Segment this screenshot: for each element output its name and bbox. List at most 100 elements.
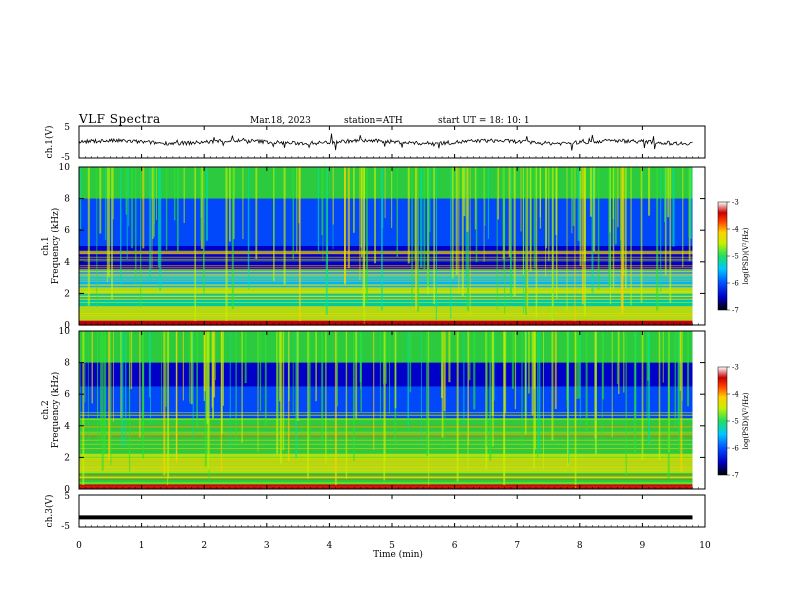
sferic-burst bbox=[576, 331, 579, 399]
spectrogram-line bbox=[79, 425, 693, 427]
sferic-burst bbox=[448, 331, 451, 383]
sferic-burst bbox=[391, 167, 393, 228]
spectrogram-line bbox=[79, 315, 693, 317]
sferic-burst bbox=[140, 167, 142, 308]
sferic-burst bbox=[355, 331, 358, 419]
sferic-burst bbox=[359, 167, 361, 280]
sferic-burst bbox=[646, 331, 648, 422]
sferic-burst bbox=[513, 167, 516, 297]
sferic-burst bbox=[616, 331, 619, 385]
date-label: Mar.18, 2023 bbox=[250, 116, 311, 126]
sferic-burst bbox=[554, 331, 557, 410]
sferic-burst bbox=[151, 167, 153, 269]
sferic-burst bbox=[255, 167, 258, 260]
sferic-burst bbox=[259, 331, 262, 412]
sferic-burst bbox=[373, 331, 375, 450]
sferic-burst bbox=[543, 331, 544, 470]
sferic-burst bbox=[435, 167, 438, 320]
sferic-burst bbox=[159, 167, 162, 291]
sferic-burst bbox=[361, 167, 363, 258]
spectrogram-line bbox=[79, 478, 693, 480]
ch2-colorbar: -3 -4 -5 -6 -7 log(PSD)(V²/Hz) bbox=[717, 364, 750, 480]
spectrogram-line bbox=[79, 252, 693, 253]
spectrogram-line bbox=[79, 460, 693, 461]
sferic-burst bbox=[108, 331, 111, 460]
spectrogram-line bbox=[79, 265, 693, 267]
sferic-burst bbox=[427, 167, 430, 287]
ch1-spectrogram-plot bbox=[78, 166, 706, 326]
sferic-burst bbox=[597, 167, 600, 290]
sferic-burst bbox=[578, 331, 581, 399]
sferic-burst bbox=[407, 167, 410, 264]
sferic-burst bbox=[325, 331, 327, 464]
sferic-burst bbox=[225, 167, 228, 321]
sferic-burst bbox=[128, 167, 130, 227]
sferic-burst bbox=[142, 331, 145, 459]
sferic-burst bbox=[296, 167, 298, 253]
sferic-burst bbox=[526, 167, 529, 313]
sferic-burst bbox=[321, 167, 324, 236]
sferic-burst bbox=[468, 331, 471, 381]
sferic-burst bbox=[192, 331, 194, 438]
colorbar-tick-label: -4 bbox=[732, 391, 739, 399]
sferic-burst bbox=[131, 167, 133, 249]
spectrogram-line bbox=[79, 453, 693, 455]
sferic-burst bbox=[583, 167, 586, 262]
sferic-burst bbox=[120, 331, 122, 419]
spectrogram-line bbox=[79, 274, 693, 275]
spectrogram-line bbox=[79, 454, 693, 456]
sferic-burst bbox=[153, 167, 155, 225]
sferic-burst bbox=[189, 331, 191, 403]
spectrogram-line bbox=[79, 295, 693, 297]
sferic-burst bbox=[315, 331, 317, 402]
sferic-burst bbox=[423, 167, 426, 271]
sferic-burst bbox=[574, 331, 576, 427]
ch2-spectrogram-plot bbox=[78, 330, 706, 490]
sferic-burst bbox=[581, 167, 584, 305]
spectrogram-band bbox=[79, 167, 693, 199]
sferic-burst bbox=[128, 331, 131, 472]
sferic-burst bbox=[157, 167, 160, 268]
spectrogram-line bbox=[79, 433, 693, 435]
sferic-burst bbox=[514, 331, 517, 410]
sferic-burst bbox=[537, 331, 539, 458]
spectrogram-line bbox=[79, 291, 693, 292]
sferic-burst bbox=[222, 331, 224, 406]
sferic-burst bbox=[167, 331, 169, 486]
spectrogram-line bbox=[79, 478, 693, 480]
x-tick-label: 7 bbox=[514, 541, 520, 551]
sferic-burst bbox=[688, 167, 691, 238]
sferic-burst bbox=[345, 331, 348, 479]
sferic-burst bbox=[555, 167, 558, 235]
sferic-burst bbox=[568, 331, 569, 464]
sferic-burst bbox=[112, 167, 114, 220]
sferic-burst bbox=[463, 331, 465, 426]
sferic-burst bbox=[108, 167, 110, 278]
spectrogram-line bbox=[79, 296, 693, 298]
sferic-burst bbox=[111, 167, 113, 300]
spectrogram-band bbox=[79, 198, 693, 246]
x-tick-label: 2 bbox=[201, 541, 207, 551]
sferic-burst bbox=[91, 331, 93, 404]
spectrogram-line bbox=[79, 457, 693, 458]
sferic-burst bbox=[411, 167, 413, 305]
sferic-burst bbox=[307, 331, 309, 479]
sferic-burst bbox=[539, 167, 542, 229]
sferic-burst bbox=[120, 167, 122, 285]
sferic-burst bbox=[662, 331, 664, 383]
sferic-burst bbox=[602, 331, 604, 400]
sferic-burst bbox=[620, 167, 623, 310]
sferic-burst bbox=[190, 331, 193, 405]
sferic-burst bbox=[533, 167, 536, 269]
spectrogram-line bbox=[79, 292, 693, 294]
sferic-burst bbox=[207, 331, 210, 470]
sferic-burst bbox=[579, 331, 581, 428]
sferic-burst bbox=[640, 167, 643, 303]
colorbar-tick-label: -7 bbox=[732, 307, 739, 315]
sferic-burst bbox=[295, 331, 297, 459]
sferic-burst bbox=[194, 167, 197, 322]
y-tick-label: 0 bbox=[64, 321, 70, 331]
sferic-burst bbox=[463, 167, 466, 217]
sferic-burst bbox=[672, 167, 675, 247]
sferic-burst bbox=[139, 331, 141, 438]
